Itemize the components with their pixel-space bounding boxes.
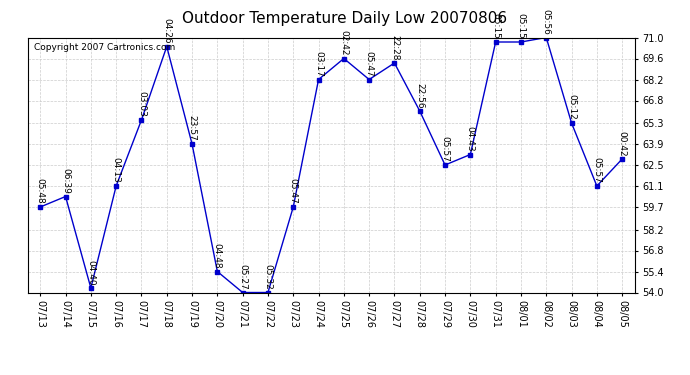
Text: 04:48: 04:48 bbox=[213, 243, 222, 269]
Text: 02:42: 02:42 bbox=[339, 30, 348, 56]
Text: 06:39: 06:39 bbox=[61, 168, 70, 194]
Text: 04:26: 04:26 bbox=[162, 18, 171, 44]
Text: 03:17: 03:17 bbox=[314, 51, 323, 77]
Text: 05:12: 05:12 bbox=[567, 94, 576, 120]
Text: Outdoor Temperature Daily Low 20070806: Outdoor Temperature Daily Low 20070806 bbox=[182, 11, 508, 26]
Text: 00:42: 00:42 bbox=[618, 130, 627, 156]
Text: 03:03: 03:03 bbox=[137, 92, 146, 117]
Text: 05:57: 05:57 bbox=[592, 158, 602, 183]
Text: 05:15: 05:15 bbox=[516, 13, 526, 39]
Text: 05:48: 05:48 bbox=[36, 178, 45, 204]
Text: 05:32: 05:32 bbox=[264, 264, 273, 290]
Text: 04:43: 04:43 bbox=[466, 126, 475, 152]
Text: 04:13: 04:13 bbox=[112, 158, 121, 183]
Text: 04:40: 04:40 bbox=[86, 260, 95, 285]
Text: 05:56: 05:56 bbox=[542, 9, 551, 35]
Text: 05:47: 05:47 bbox=[288, 178, 298, 204]
Text: 05:57: 05:57 bbox=[440, 136, 450, 162]
Text: 05:27: 05:27 bbox=[238, 264, 247, 290]
Text: 23:57: 23:57 bbox=[188, 116, 197, 141]
Text: 22:28: 22:28 bbox=[390, 35, 399, 60]
Text: 05:15: 05:15 bbox=[491, 13, 500, 39]
Text: Copyright 2007 Cartronics.com: Copyright 2007 Cartronics.com bbox=[34, 43, 175, 52]
Text: 22:56: 22:56 bbox=[415, 82, 424, 108]
Text: 05:47: 05:47 bbox=[364, 51, 374, 77]
